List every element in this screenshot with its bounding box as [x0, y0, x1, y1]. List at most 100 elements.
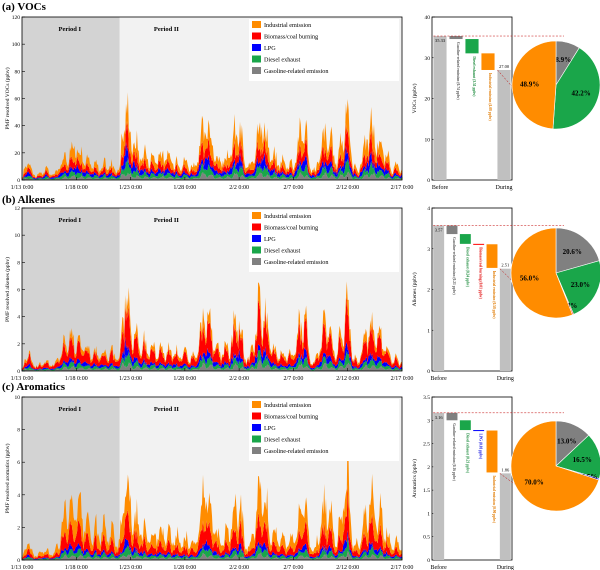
series-area-gasoline-related-emission	[22, 551, 402, 560]
waterfall-step-bar	[473, 430, 485, 432]
waterfall-y-tick-label: 40	[425, 15, 431, 21]
legend-entry: Gasoline-related emission	[264, 259, 328, 266]
legend-box	[249, 19, 399, 81]
legend-swatch	[252, 67, 261, 74]
series-area-industrial-emission	[22, 281, 402, 371]
x-tick-label: 1/28 0:00	[173, 185, 196, 191]
waterfall-y-tick-label: 30	[425, 56, 431, 62]
y-tick-label: 40	[15, 124, 21, 130]
y-tick-label: 0	[17, 558, 20, 564]
pie-slice	[511, 40, 557, 130]
x-tick-label: 2/12 0:00	[336, 185, 359, 191]
legend-swatch	[252, 246, 261, 254]
waterfall-step-label: Industrial emission (4.08 ppbv)	[488, 73, 492, 122]
x-tick-label: 2/2 0:00	[229, 565, 249, 570]
legend-entry: Gasoline-related emission	[264, 68, 328, 75]
legend-entry: LPG	[264, 45, 276, 52]
x-tick-label: 1/28 0:00	[173, 376, 196, 382]
before-value-label: 3.16	[435, 415, 444, 420]
y-tick-label: 4	[17, 315, 20, 321]
y-tick-label: 0	[17, 369, 20, 375]
waterfall-y-tick-label: 1.5	[423, 488, 430, 494]
legend-entry: Biomass/coal burning	[264, 34, 318, 41]
series-area-biomass-coal-burning	[22, 120, 402, 180]
waterfall-step-label: Diesel exhaust (3.51 ppbv)	[472, 56, 476, 97]
x-tick-label: 2/17 0:00	[391, 376, 414, 382]
y-tick-label: 4	[17, 493, 20, 499]
waterfall-during-label: During	[497, 376, 514, 382]
x-tick-label: 2/2 0:00	[229, 185, 249, 191]
waterfall-y-tick-label: 1	[427, 511, 430, 517]
waterfall-step-label: Diesel exhaust (0.24 ppbv)	[465, 247, 469, 288]
x-tick-label: 1/23 0:00	[119, 565, 142, 570]
series-area-biomass-coal-burning	[22, 296, 402, 371]
series-area-gasoline-related-emission	[22, 171, 402, 180]
waterfall-y-tick-label: 3.5	[423, 395, 430, 401]
waterfall-step-label: LPG (0.01 ppbv)	[479, 434, 483, 460]
legend-swatch	[252, 424, 261, 431]
legend-swatch	[252, 21, 261, 28]
x-tick-label: 1/23 0:00	[119, 185, 142, 191]
x-tick-label: 2/12 0:00	[336, 565, 359, 570]
pie-slice	[510, 227, 573, 319]
waterfall-y-tick-label: 0.5	[423, 535, 430, 541]
waterfall-y-tick-label: 2	[427, 288, 430, 294]
during-bar	[499, 473, 511, 560]
legend-entry: LPG	[264, 236, 276, 243]
waterfall-step-label: Industrial emission (0.58 ppbv)	[492, 271, 496, 320]
waterfall-y-tick-label: 2.5	[423, 442, 430, 448]
legend-swatch	[252, 235, 261, 242]
waterfall-during-label: During	[497, 565, 514, 570]
y-tick-label: 20	[15, 151, 21, 157]
waterfall-y-tick-label: 10	[425, 137, 431, 143]
x-tick-label: 2/12 0:00	[336, 376, 359, 382]
pie-slice-label: 48.9%	[520, 81, 539, 89]
legend-swatch	[252, 223, 261, 231]
waterfall-step-bar	[473, 243, 485, 245]
legend-swatch	[252, 44, 261, 51]
before-value-label: 3.57	[435, 228, 444, 233]
x-tick-label: 1/23 0:00	[119, 376, 142, 382]
legend-entry: Biomass/coal burning	[264, 414, 318, 421]
pie-slice-label: 56.0%	[520, 275, 539, 283]
pie-slice-label: 8.9%	[555, 56, 571, 64]
x-tick-label: 2/17 0:00	[391, 565, 414, 570]
before-bar	[433, 412, 445, 560]
waterfall-step-label: Industrial emission (0.90 ppbv)	[492, 475, 496, 524]
waterfall-y-tick-label: 3	[427, 418, 430, 424]
series-area-gasoline-related-emission	[22, 359, 402, 371]
legend-entry: Diesel exhaust	[264, 437, 301, 444]
during-bar	[497, 69, 511, 180]
waterfall-step-label: Biomass/coal burning (0.01 ppbv)	[479, 247, 483, 299]
panel-b-label: (b) Alkenes	[2, 194, 55, 206]
period-i-label: Period I	[58, 26, 81, 33]
during-bar	[499, 268, 511, 371]
x-tick-label: 1/18 0:00	[65, 185, 88, 191]
during-value-label: 1.86	[501, 467, 510, 472]
y-tick-label: 60	[15, 97, 21, 103]
legend-entry: Industrial emission	[264, 22, 311, 29]
period-ii-label: Period II	[154, 406, 180, 413]
y-tick-label: 8	[17, 260, 20, 266]
pie-slice	[510, 420, 600, 512]
y-tick-label: 10	[15, 395, 21, 401]
pie-slice	[555, 260, 600, 315]
waterfall-step-label: Gasoline-related emission (0.74 ppbv)	[456, 42, 460, 100]
x-tick-label: 2/2 0:00	[229, 376, 249, 382]
legend-box	[249, 399, 399, 461]
waterfall-step-label: Gasoline-related emission (0.21 ppbv)	[452, 237, 456, 295]
pie-slice	[552, 47, 600, 130]
waterfall-y-tick-label: 4	[427, 206, 430, 212]
panel-a-label: (a) VOCs	[2, 1, 46, 13]
series-area-lpg	[22, 142, 402, 180]
y-tick-label: 2	[17, 525, 20, 531]
pie-slice-label: 13.0%	[557, 438, 576, 446]
waterfall-y-label: VOCs (ppbv)	[411, 83, 418, 113]
series-area-lpg	[22, 530, 402, 560]
series-area-industrial-emission	[22, 422, 402, 560]
y-tick-label: 80	[15, 69, 21, 75]
x-tick-label: 1/28 0:00	[173, 565, 196, 570]
period-ii-label: Period II	[154, 26, 180, 33]
waterfall-step-bar	[486, 244, 498, 268]
during-value-label: 2.51	[501, 263, 509, 268]
